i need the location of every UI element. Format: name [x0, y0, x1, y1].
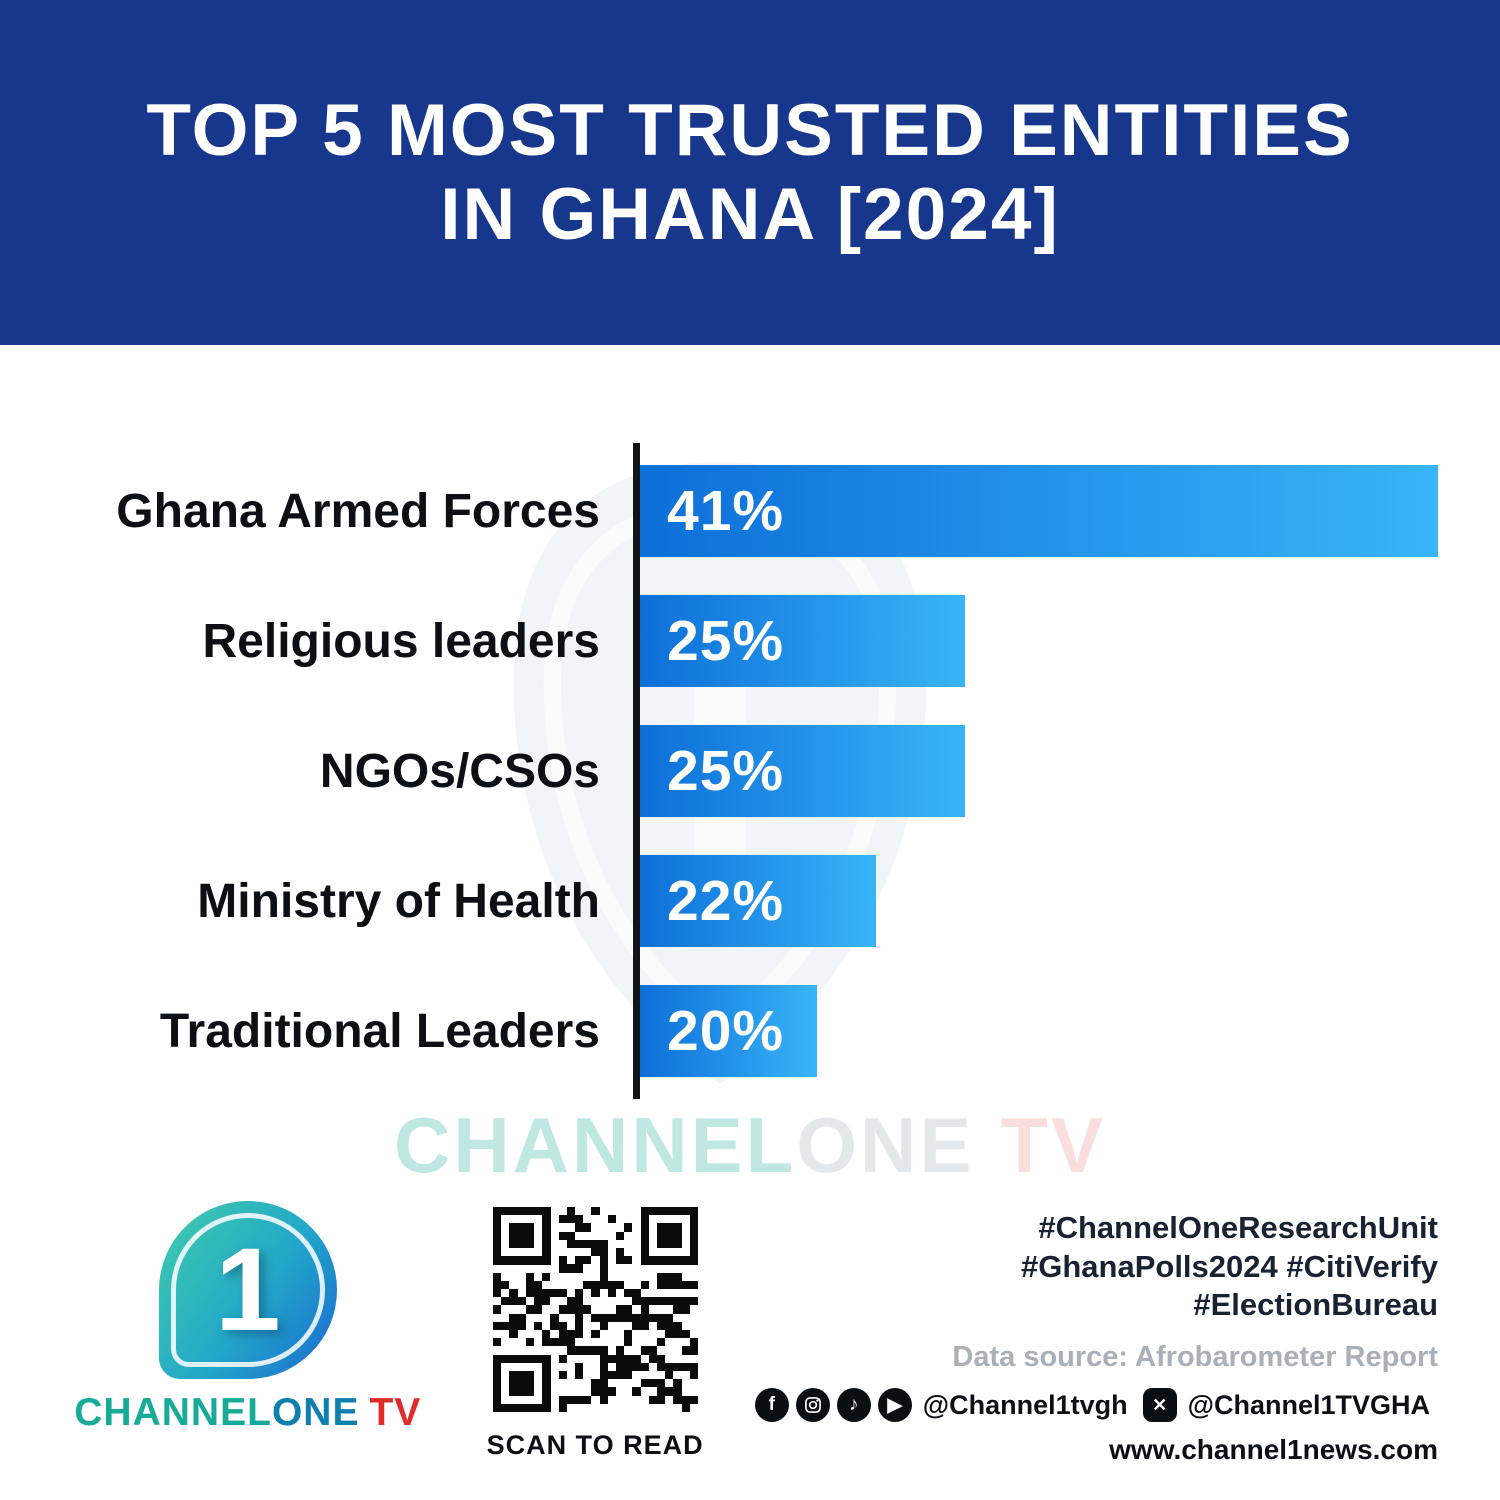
hashtags: #ChannelOneResearchUnit #GhanaPolls2024 …	[755, 1209, 1438, 1325]
bar-row: Ministry of Health 22%	[0, 855, 1438, 947]
hashtag-line-2: #GhanaPolls2024 #CitiVerify	[1021, 1248, 1438, 1284]
bar: 25%	[640, 725, 966, 817]
qr-block: SCAN TO READ	[436, 1201, 755, 1461]
qr-code	[492, 1206, 698, 1412]
bar: 20%	[640, 985, 818, 1077]
bar-chart: Ghana Armed Forces 41% Religious leaders…	[0, 443, 1500, 1099]
youtube-icon: ▶	[877, 1388, 912, 1423]
social-handle-primary: @Channel1tvgh	[922, 1389, 1128, 1420]
bar-row: Traditional Leaders 20%	[0, 985, 1438, 1077]
page-title: TOP 5 MOST TRUSTED ENTITIES IN GHANA [20…	[146, 89, 1353, 257]
watermark-channel: CHANNEL	[393, 1101, 797, 1189]
bar-track: 25%	[640, 595, 1438, 687]
bar-row: NGOs/CSOs 25%	[0, 725, 1438, 817]
bar-row: Ghana Armed Forces 41%	[0, 465, 1438, 557]
category-label: NGOs/CSOs	[319, 744, 600, 798]
social-handle-x: @Channel1TVGHA	[1187, 1389, 1430, 1420]
brand-logo-block: 1 CHANNELONE TV	[60, 1200, 436, 1435]
watermark-one: ONE	[796, 1101, 975, 1189]
logo-digit: 1	[214, 1223, 281, 1356]
bar: 22%	[640, 855, 877, 947]
hashtag-line-3: #ElectionBureau	[1193, 1287, 1438, 1323]
category-label: Traditional Leaders	[159, 1004, 600, 1058]
brand-wordmark: CHANNELONE TV	[74, 1391, 421, 1435]
bar: 41%	[640, 465, 1438, 557]
data-source: Data source: Afrobarometer Report	[952, 1341, 1438, 1374]
bar-value-label: 25%	[667, 609, 785, 673]
title-line-1: TOP 5 MOST TRUSTED ENTITIES	[146, 89, 1354, 171]
bar-value-label: 22%	[667, 869, 785, 933]
category-label: Ministry of Health	[197, 874, 600, 928]
bar-row: Religious leaders 25%	[0, 595, 1438, 687]
chart-axis-line	[633, 443, 640, 1099]
channel-one-logo-icon: 1	[158, 1200, 337, 1379]
website-url: www.channel1news.com	[1109, 1434, 1438, 1466]
chart-rows: Ghana Armed Forces 41% Religious leaders…	[0, 465, 1438, 1077]
header-banner: TOP 5 MOST TRUSTED ENTITIES IN GHANA [20…	[0, 0, 1500, 345]
bar-track: 41%	[640, 465, 1438, 557]
wordmark-channel: CHANNEL	[74, 1390, 272, 1434]
facebook-icon: f	[754, 1388, 789, 1423]
instagram-icon	[795, 1388, 830, 1423]
bar-track: 20%	[640, 985, 1438, 1077]
wordmark-one: ONE	[271, 1390, 360, 1434]
category-label: Religious leaders	[202, 614, 600, 668]
footer: 1 CHANNELONE TV SCAN TO READ #ChannelOneR…	[0, 1200, 1500, 1466]
qr-caption: SCAN TO READ	[486, 1429, 704, 1460]
bar-value-label: 41%	[667, 479, 785, 543]
x-icon: ✕	[1142, 1388, 1177, 1423]
brand-watermark: CHANNELONE TV	[0, 1104, 1500, 1187]
social-row: f ♪ ▶ @Channel1tvgh ✕ @Channel1TVGHA	[754, 1388, 1438, 1423]
bar: 25%	[640, 595, 966, 687]
wordmark-tv: TV	[369, 1390, 422, 1434]
footer-info: #ChannelOneResearchUnit #GhanaPolls2024 …	[754, 1201, 1438, 1466]
title-line-2: IN GHANA [2024]	[440, 173, 1060, 255]
bar-track: 25%	[640, 725, 1438, 817]
tiktok-icon: ♪	[836, 1388, 871, 1423]
bar-track: 22%	[640, 855, 1438, 947]
category-label: Ghana Armed Forces	[116, 484, 600, 538]
bar-value-label: 25%	[667, 739, 785, 803]
hashtag-line-1: #ChannelOneResearchUnit	[1038, 1209, 1438, 1245]
bar-value-label: 20%	[667, 999, 785, 1063]
watermark-tv: TV	[1000, 1101, 1107, 1189]
